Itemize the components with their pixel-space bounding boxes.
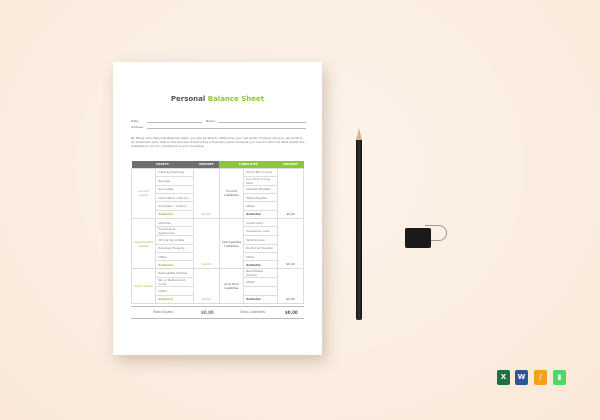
liability-item: Curr Port / Long term [243,175,278,186]
liability-item [243,286,278,296]
pages-icon: / [534,370,547,385]
liability-item: Taxes Payable [243,193,278,203]
asset-subtotal-amount: $0.00 [192,268,220,305]
liability-category: Long Term Liabilities [218,268,245,305]
asset-subtotal-label: Subtotal [155,209,194,220]
header-liabilities: LIABILITIES [219,161,278,168]
asset-item: Other [155,286,194,296]
header-assets: ASSETS [131,161,194,168]
asset-subtotal-label: Subtotal [155,294,194,305]
balance-table: ASSETS AMOUNT LIABILITIES AMOUNT Current… [130,161,304,305]
binder-clip [405,228,431,248]
asset-item: Cash & Checking [155,167,194,177]
liability-item: Credit Card [243,217,278,228]
asset-item: IRA or Retirement Accts [155,277,194,288]
asset-subtotal-amount: $0.00 [192,167,220,219]
header-amount-2: AMOUNT [277,161,304,168]
name-line [218,122,306,123]
liability-category: Current Liabilities [218,167,245,219]
asset-item: Other [155,251,194,262]
pencil [356,140,362,320]
divider [131,318,304,319]
numbers-icon: ▮ [553,370,566,385]
asset-category: Fixed Assets [130,268,157,305]
asset-item: Accts Rec / Collect [155,201,194,211]
liability-item: Interest Payable [243,184,278,195]
total-assets-label: Total Assets [153,310,174,314]
divider [131,306,304,307]
address-line [147,128,306,129]
asset-item: Savings [155,175,194,186]
asset-category: Intermediate Assets [130,217,157,270]
liability-category: Intermediate Liabilities [218,217,245,270]
asset-item: Vehicles [155,217,194,228]
liability-subtotal-label: Subtotal [243,260,278,270]
name-label: Name: [206,119,216,123]
liability-item: Other [243,201,278,211]
balance-sheet-document: Personal Balance Sheet Date: Name: Addre… [113,62,322,355]
asset-subtotal-amount: $0.00 [192,217,220,270]
total-liabilities-label: Total Liabilities [240,310,266,314]
table-row: Subtotal Subtotal [132,294,304,305]
address-label: Address: [131,125,144,129]
asset-item: Real estate (Home) [155,268,194,279]
asset-item: Cash Value / Life Ins [155,193,194,203]
intro-text: By filling out a Personal Balance sheet,… [131,136,305,148]
table-row: Current Assets Cash & Checking $0.00 Curren… [130,167,304,219]
asset-item: Furniture & Appliances [155,226,194,237]
liability-subtotal-label: Subtotal [243,209,278,220]
table-row: Fixed Assets Real estate (Home) $0.00 Long … [130,268,304,305]
liability-item: Consumer Loan [243,226,278,237]
total-assets-value: $0.00 [201,310,214,315]
date-label: Date: [131,119,140,123]
pencil-tip [356,128,362,140]
liability-item: Other [243,251,278,262]
binder-clip-handle [425,225,447,241]
asset-item: CD's & Securities [155,235,194,245]
liability-subtotal-amount: $0.00 [277,268,304,305]
liability-item: Other [243,277,278,288]
liability-subtotal-amount: $0.00 [277,217,304,270]
liability-subtotal-label: Subtotal [243,294,278,305]
asset-item: Securities [155,184,194,195]
document-title: Personal Balance Sheet [170,95,265,103]
date-line [147,122,202,123]
liability-item: Real Estate (Home) [243,268,278,279]
liability-item: Short Term Loans [243,167,278,177]
total-liabilities-value: $0.00 [285,310,298,315]
asset-subtotal-label: Subtotal [155,260,194,270]
table-row: Intermediate Assets Vehicles $0.00 Intermed… [130,217,304,270]
table-row: Subtotal Subtotal [132,260,304,270]
liability-item: Vehicle Loan [243,235,278,245]
header-amount: AMOUNT [193,161,220,168]
liability-subtotal-amount: $0.00 [277,167,304,219]
liability-item: Doctor & Hospital [243,243,278,253]
asset-item: Personal Property [155,243,194,253]
excel-icon: X [497,370,510,385]
word-icon: W [515,370,528,385]
asset-category: Current Assets [130,167,157,219]
